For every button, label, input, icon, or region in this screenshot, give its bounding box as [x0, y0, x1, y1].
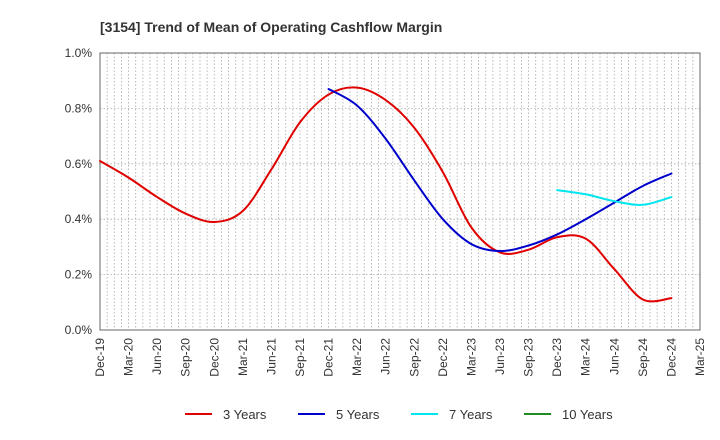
x-tick-label: Jun-23 [493, 338, 507, 375]
x-tick-label: Dec-21 [322, 338, 336, 377]
plot-border [99, 52, 701, 331]
x-tick-label: Jun-24 [607, 338, 621, 375]
x-tick-label: Jun-21 [264, 338, 278, 375]
x-tick-label: Sep-24 [636, 338, 650, 377]
x-tick-label: Dec-23 [550, 338, 564, 377]
x-tick-label: Dec-19 [93, 338, 107, 377]
y-tick-label: 0.0% [65, 323, 93, 337]
series-line-5-years [327, 88, 673, 253]
x-tick-label: Mar-23 [464, 338, 478, 376]
y-tick-label: 0.4% [65, 212, 93, 226]
x-tick-label: Mar-25 [693, 338, 707, 376]
legend-label: 7 Years [449, 407, 493, 422]
y-axis-ticks: 0.0% 0.2% 0.4% 0.6% 0.8% 1.0% [65, 46, 93, 337]
y-tick-label: 0.2% [65, 268, 93, 282]
chart-title: [3154] Trend of Mean of Operating Cashfl… [100, 19, 442, 35]
series-line-3-years [99, 86, 673, 303]
x-tick-label: Sep-21 [293, 338, 307, 377]
legend: 3 Years 5 Years 7 Years 10 Years [185, 407, 613, 422]
x-tick-label: Mar-24 [579, 338, 593, 376]
y-tick-label: 1.0% [65, 46, 93, 60]
x-tick-label: Dec-24 [664, 338, 678, 377]
x-tick-label: Mar-20 [122, 338, 136, 376]
x-tick-label: Dec-20 [207, 338, 221, 377]
x-tick-label: Sep-23 [522, 338, 536, 377]
legend-label: 3 Years [223, 407, 267, 422]
x-tick-label: Dec-22 [436, 338, 450, 377]
x-tick-label: Jun-20 [150, 338, 164, 375]
series-line-7-years [556, 189, 673, 206]
legend-label: 5 Years [336, 407, 380, 422]
x-tick-label: Mar-22 [350, 338, 364, 376]
x-axis-ticks: Dec-19 Mar-20 Jun-20 Sep-20 Dec-20 Mar-21 Jun-… [93, 338, 707, 377]
y-tick-label: 0.6% [65, 157, 93, 171]
axes [99, 52, 701, 331]
y-tick-label: 0.8% [65, 101, 93, 115]
x-tick-label: Mar-21 [236, 338, 250, 376]
legend-label: 10 Years [562, 407, 613, 422]
x-tick-label: Sep-22 [407, 338, 421, 377]
x-tick-label: Jun-22 [379, 338, 393, 375]
x-tick-label: Sep-20 [179, 338, 193, 377]
series-lines [99, 86, 673, 303]
